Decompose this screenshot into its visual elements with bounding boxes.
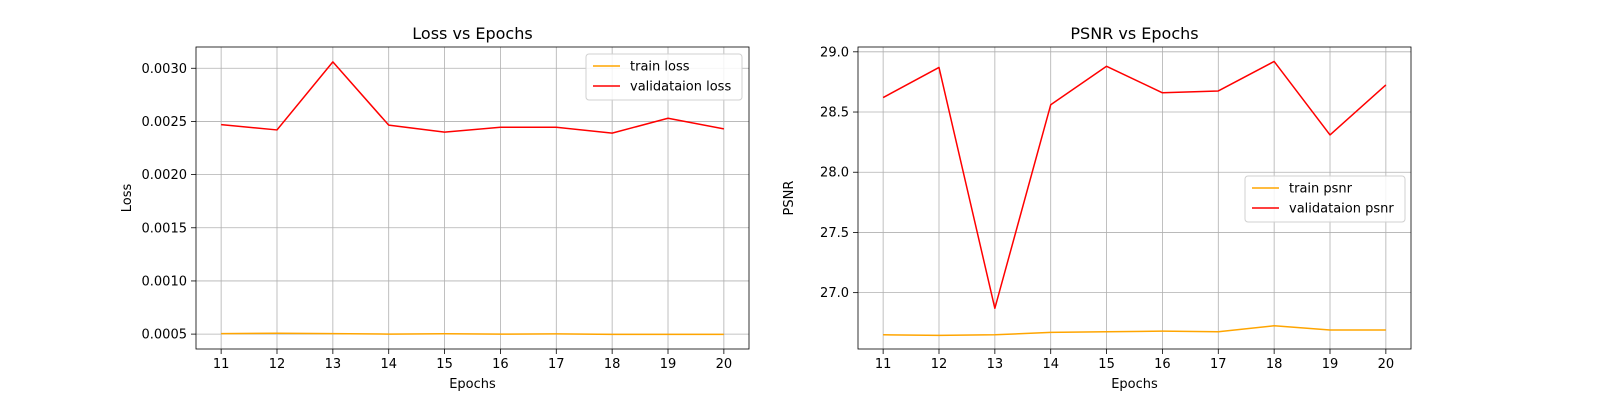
x-tick-label: 19: [1322, 357, 1339, 372]
x-tick-label: 20: [716, 357, 733, 372]
x-tick-label: 11: [213, 357, 230, 372]
series-line-train-psnr: [883, 325, 1386, 337]
x-tick-label: 18: [1266, 357, 1283, 372]
plot-frame: [857, 46, 1412, 350]
legend-label: validataion psnr: [1289, 202, 1394, 217]
legend-label: train psnr: [1289, 182, 1353, 197]
y-tick-label: 0.0015: [142, 221, 188, 236]
x-axis-label: Epochs: [1111, 377, 1158, 392]
x-tick-label: 13: [325, 357, 342, 372]
y-axis-label: Loss: [120, 184, 135, 213]
x-tick-label: 12: [931, 357, 948, 372]
legend: train loss validataion loss: [585, 53, 743, 101]
grid: [196, 47, 749, 349]
y-tick-label: 0.0030: [142, 62, 188, 77]
x-tick-label: 17: [548, 357, 565, 372]
y-tick-label: 0.0025: [142, 115, 188, 130]
x-tick-label: 14: [1042, 357, 1059, 372]
x-tick-label: 20: [1378, 357, 1395, 372]
y-tick-label: 28.5: [820, 106, 849, 121]
y-tick-label: 28.0: [820, 166, 849, 181]
chart-1: 11 12 13 14 15 16 17 18 19 20 0.0005 0.0010 0.0015 0.…: [120, 24, 750, 392]
y-tick-label: 27.0: [820, 286, 849, 301]
y-tick-label: 0.0020: [142, 168, 188, 183]
series-line-validataion-loss: [221, 61, 725, 134]
y-tick-label: 27.5: [820, 226, 849, 241]
x-tick-label: 16: [492, 357, 509, 372]
x-axis-label: Epochs: [449, 377, 496, 392]
x-tick-label: 15: [1098, 357, 1115, 372]
x-tick-label: 17: [1210, 357, 1227, 372]
x-tick-label: 11: [875, 357, 892, 372]
x-tick-label: 12: [269, 357, 286, 372]
x-tick-label: 18: [604, 357, 621, 372]
chart-title: Loss vs Epochs: [412, 24, 532, 43]
x-tick-label: 13: [987, 357, 1004, 372]
y-tick-label: 0.0010: [142, 274, 188, 289]
legend-box: [1244, 175, 1406, 223]
y-axis-label: PSNR: [782, 181, 797, 216]
legend-box: [585, 53, 743, 101]
x-tick-label: 19: [660, 357, 677, 372]
y-tick-label: 0.0005: [142, 328, 188, 343]
x-tick-label: 15: [436, 357, 453, 372]
legend: train psnr validataion psnr: [1244, 175, 1406, 223]
legend-label: train loss: [630, 60, 690, 75]
series-line-train-loss: [221, 332, 724, 336]
grid: [858, 47, 1411, 349]
y-tick-label: 29.0: [820, 45, 849, 60]
plot-frame: [195, 46, 750, 350]
series-line-validataion-psnr: [882, 60, 1387, 310]
legend-label: validataion loss: [630, 80, 731, 95]
chart-2: 11 12 13 14 15 16 17 18 19 20 27.0 27.5 28.0 28.5 29.0…: [782, 24, 1412, 392]
chart-title: PSNR vs Epochs: [1070, 24, 1198, 43]
x-tick-label: 14: [380, 357, 397, 372]
x-tick-label: 16: [1154, 357, 1171, 372]
